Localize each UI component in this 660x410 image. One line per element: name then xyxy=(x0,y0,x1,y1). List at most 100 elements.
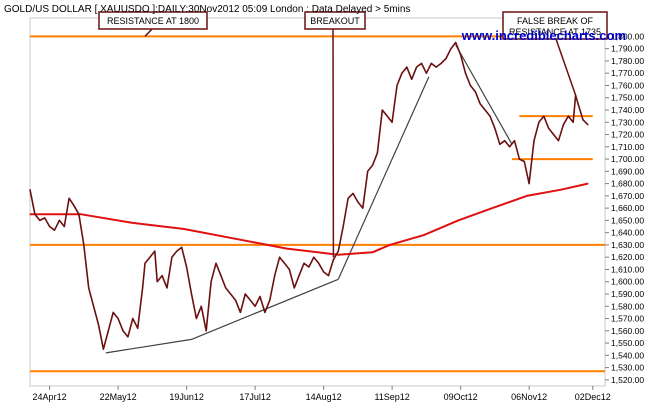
price-point-25 xyxy=(144,262,146,264)
price-point-22 xyxy=(132,317,134,320)
price-point-37 xyxy=(200,305,202,307)
resistance-callout-leader xyxy=(144,28,153,37)
price-point-92 xyxy=(469,84,472,87)
false-break-callout-box xyxy=(502,11,608,40)
price-point-14 xyxy=(93,305,95,307)
price-point-52 xyxy=(274,275,276,277)
price-point-62 xyxy=(323,271,325,273)
price-point-11 xyxy=(78,213,80,215)
price-point-64 xyxy=(332,259,335,261)
moving-average-point-5 xyxy=(234,238,237,240)
price-point-85 xyxy=(435,66,437,68)
x-tick-label: 17Jul12 xyxy=(239,392,271,402)
y-tick-label: 1,700.00 xyxy=(611,154,644,164)
price-point-33 xyxy=(181,246,183,248)
price-point-110 xyxy=(557,140,560,142)
price-point-112 xyxy=(567,115,569,117)
y-tick-label: 1,590.00 xyxy=(611,289,644,299)
price-point-46 xyxy=(244,293,246,295)
moving-average-point-11 xyxy=(457,219,459,221)
price-point-8 xyxy=(63,225,65,228)
x-axis: 24Apr12 22May12 19Jun12 17Jul12 14Aug12 11Sep… xyxy=(33,386,611,402)
price-point-43 xyxy=(230,293,232,295)
price-point-18 xyxy=(112,311,114,313)
price-point-26 xyxy=(149,256,151,258)
price-point-84 xyxy=(430,62,432,64)
trend-lines xyxy=(105,44,513,354)
y-axis: 1,520.00 1,530.00 1,540.00 1,550.00 1,560.00… xyxy=(605,31,644,385)
moving-average-point-7 xyxy=(337,254,339,256)
price-point-27 xyxy=(154,250,156,252)
false-break-callout-leader xyxy=(555,38,577,96)
y-tick-label: 1,650.00 xyxy=(611,215,644,225)
price-point-51 xyxy=(269,299,271,301)
price-point-24 xyxy=(141,287,144,289)
false-break-callout-label: RESISTANCE AT 1735 xyxy=(509,27,601,37)
price-point-44 xyxy=(234,299,237,301)
price-point-74 xyxy=(381,109,383,111)
price-point-53 xyxy=(278,256,281,258)
price-point-93 xyxy=(474,91,476,93)
price-point-16 xyxy=(102,348,105,350)
moving-average-point-2 xyxy=(80,213,82,215)
price-point-102 xyxy=(518,158,520,160)
price-point-113 xyxy=(572,121,574,123)
trend-line-4 xyxy=(455,44,513,145)
price-point-68 xyxy=(352,192,354,195)
price-point-39 xyxy=(210,281,212,283)
y-tick-label: 1,770.00 xyxy=(611,68,644,78)
price-point-54 xyxy=(283,262,286,264)
x-tick-label: 11Sep12 xyxy=(374,392,409,402)
price-point-105 xyxy=(533,140,535,142)
price-point-79 xyxy=(406,66,408,68)
price-point-78 xyxy=(401,72,403,74)
moving-average-point-14 xyxy=(560,189,562,191)
price-point-97 xyxy=(494,127,496,129)
price-point-77 xyxy=(396,84,398,87)
price-point-65 xyxy=(337,250,339,252)
website-link[interactable]: www.incrediblecharts.com xyxy=(461,28,626,43)
resistance-callout-label: RESISTANCE AT 1800 xyxy=(107,16,199,26)
y-tick-label: 1,610.00 xyxy=(611,264,644,274)
y-tick-label: 1,630.00 xyxy=(611,240,644,250)
price-point-35 xyxy=(190,293,193,295)
moving-average-point-10 xyxy=(423,234,425,236)
x-tick-label: 22May12 xyxy=(100,392,137,402)
price-point-108 xyxy=(548,127,550,129)
breakout-callout-box xyxy=(304,11,366,30)
price-point-99 xyxy=(504,140,506,142)
price-point-61 xyxy=(318,262,320,264)
price-point-50 xyxy=(264,311,266,313)
price-point-67 xyxy=(347,197,349,199)
moving-average-series xyxy=(29,182,589,256)
y-tick-label: 1,530.00 xyxy=(611,363,644,373)
price-point-15 xyxy=(97,324,100,326)
price-point-59 xyxy=(308,266,310,268)
price-point-82 xyxy=(420,62,423,64)
price-point-116 xyxy=(582,119,584,121)
price-point-111 xyxy=(562,124,565,126)
price-point-95 xyxy=(484,109,486,111)
price-point-55 xyxy=(288,268,290,271)
y-tick-label: 1,680.00 xyxy=(611,179,644,189)
price-point-70 xyxy=(362,207,364,209)
price-point-107 xyxy=(543,115,545,117)
price-point-83 xyxy=(425,72,427,74)
price-point-63 xyxy=(327,275,330,277)
price-point-4 xyxy=(44,217,46,219)
price-point-96 xyxy=(489,115,491,117)
x-tick-label: 24Apr12 xyxy=(33,392,67,402)
price-point-66 xyxy=(342,225,344,228)
y-tick-label: 1,690.00 xyxy=(611,166,644,176)
price-point-80 xyxy=(411,78,413,80)
price-point-90 xyxy=(460,54,462,56)
price-point-101 xyxy=(513,140,516,142)
price-point-89 xyxy=(455,41,457,44)
price-point-6 xyxy=(53,229,56,231)
price-point-73 xyxy=(376,152,379,154)
price-point-104 xyxy=(528,183,530,185)
x-tick-label: 14Aug12 xyxy=(306,392,342,402)
x-tick-label: 19Jun12 xyxy=(169,392,204,402)
price-point-10 xyxy=(73,205,75,207)
